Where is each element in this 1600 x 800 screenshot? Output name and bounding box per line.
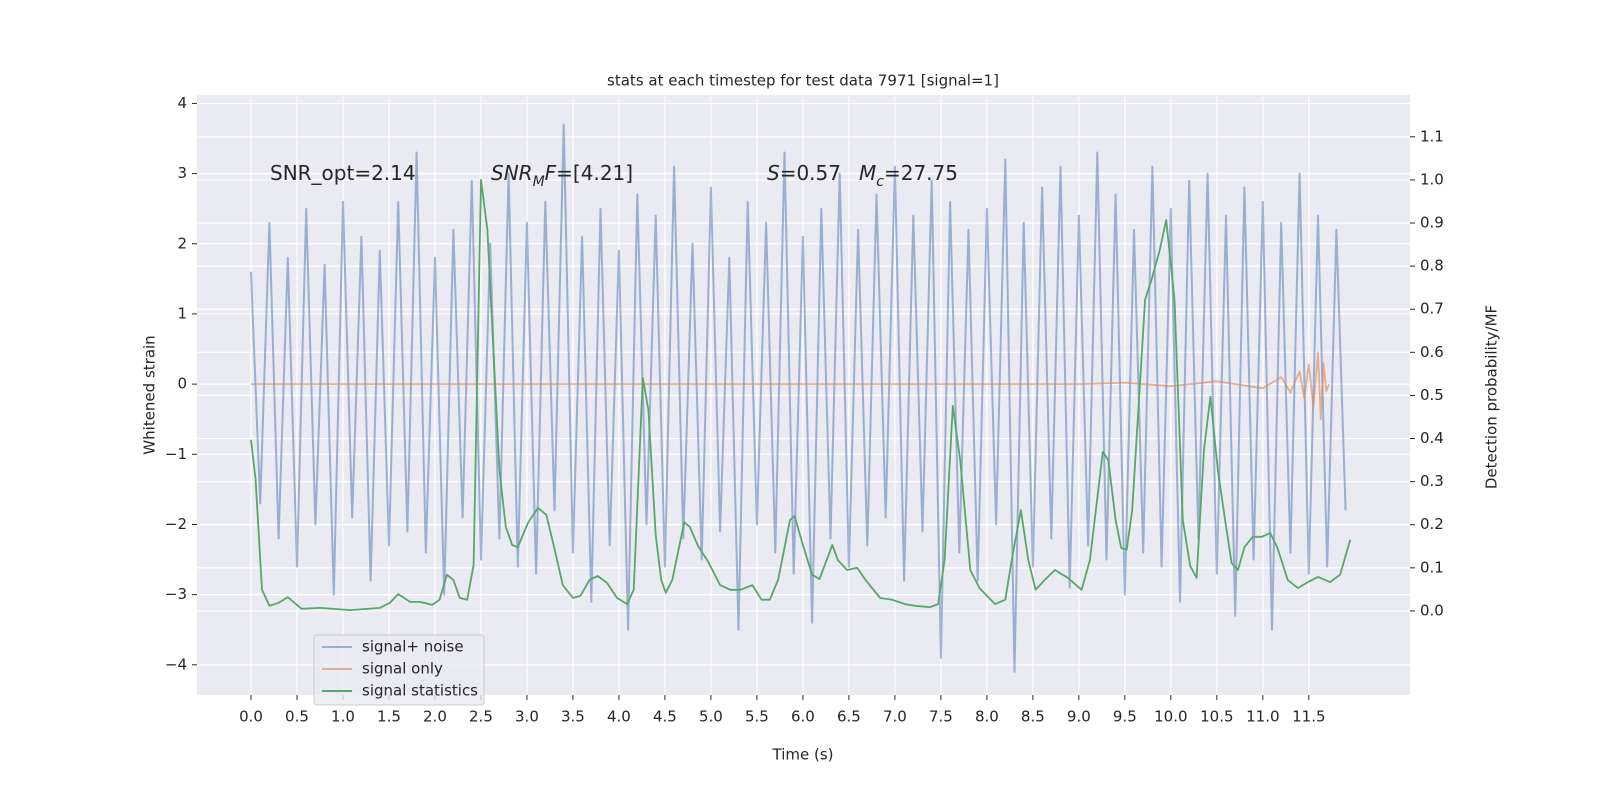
x-tick-label: 5.5: [745, 708, 769, 726]
x-tick-label: 3.5: [561, 708, 585, 726]
x-tick-label: 7.5: [929, 708, 953, 726]
annotation: Mc=27.75: [859, 161, 958, 191]
y2-tick-label: 0.4: [1420, 429, 1444, 447]
x-tick-label: 10.5: [1200, 708, 1233, 726]
x-tick-label: 5.0: [699, 708, 723, 726]
x-axis-label: Time (s): [772, 746, 834, 764]
legend-box: [313, 634, 485, 706]
legend-label: signal only: [362, 660, 443, 678]
annotation: S=0.57: [767, 161, 841, 185]
annotation-part: S: [767, 161, 780, 185]
x-tick-label: 3.0: [515, 708, 539, 726]
annotation-part: =0.57: [780, 161, 841, 185]
annotation-part: SNR: [491, 161, 533, 185]
annotation-part: =[4.21]: [556, 161, 633, 185]
y2-tick-label: 0.0: [1420, 601, 1444, 619]
data-line: [250, 179, 1352, 611]
y2-tick-label: 0.9: [1420, 214, 1444, 232]
y2-tick-label: 0.5: [1420, 386, 1444, 404]
annotation: SNRMF=[4.21]: [491, 161, 633, 191]
x-tick-label: 4.0: [607, 708, 631, 726]
x-tick-label: 2.0: [423, 708, 447, 726]
y2-tick-label: 0.8: [1420, 257, 1444, 275]
annotation-part: F: [545, 161, 557, 185]
y-tick-label: −1: [165, 445, 187, 463]
annotation-part: M: [859, 161, 876, 185]
x-tick-label: 1.5: [377, 708, 401, 726]
x-tick-label: 9.5: [1113, 708, 1137, 726]
y-tick-label: −2: [165, 515, 187, 533]
y2-tick-label: 0.3: [1420, 472, 1444, 490]
x-tick-label: 8.0: [975, 708, 999, 726]
x-tick-label: 8.5: [1021, 708, 1045, 726]
x-tick-label: 1.0: [331, 708, 355, 726]
annotation-part: SNR_opt=2.14: [270, 161, 416, 185]
y-tick-label: −3: [165, 585, 187, 603]
annotation: SNR_opt=2.14: [270, 161, 416, 185]
y-tick-label: 4: [177, 94, 187, 112]
x-tick-label: 0.5: [285, 708, 309, 726]
annotation-part: M: [533, 174, 545, 190]
chart-title: stats at each timestep for test data 797…: [607, 72, 999, 90]
y-tick-label: 1: [177, 304, 187, 322]
x-tick-label: 6.0: [791, 708, 815, 726]
x-tick-label: 2.5: [469, 708, 493, 726]
annotation-part: =27.75: [884, 161, 958, 185]
y-axis-label: Whitened strain: [141, 335, 159, 454]
y-tick-label: −4: [165, 655, 187, 673]
x-tick-label: 7.0: [883, 708, 907, 726]
y2-tick-label: 1.0: [1420, 170, 1444, 188]
data-line: [250, 123, 1347, 673]
legend-label: signal+ noise: [362, 638, 464, 656]
x-tick-label: 0.0: [239, 708, 263, 726]
y2-tick-label: 0.7: [1420, 300, 1444, 318]
annotation-part: c: [876, 174, 884, 190]
y2-tick-label: 0.6: [1420, 343, 1444, 361]
x-tick-label: 11.5: [1292, 708, 1325, 726]
x-tick-label: 10.0: [1154, 708, 1187, 726]
x-tick-label: 9.0: [1067, 708, 1091, 726]
legend-label: signal statistics: [362, 682, 478, 700]
y2-axis-label: Detection probability/MF: [1483, 305, 1501, 489]
y-tick-label: 3: [177, 164, 187, 182]
y-tick-label: 2: [177, 234, 187, 252]
y2-tick-label: 0.1: [1420, 558, 1444, 576]
y-tick-label: 0: [177, 375, 187, 393]
x-tick-label: 11.0: [1246, 708, 1279, 726]
data-line: [251, 351, 1330, 421]
y2-tick-label: 0.2: [1420, 515, 1444, 533]
y2-tick-label: 1.1: [1420, 127, 1444, 145]
x-tick-label: 6.5: [837, 708, 861, 726]
x-tick-label: 4.5: [653, 708, 677, 726]
